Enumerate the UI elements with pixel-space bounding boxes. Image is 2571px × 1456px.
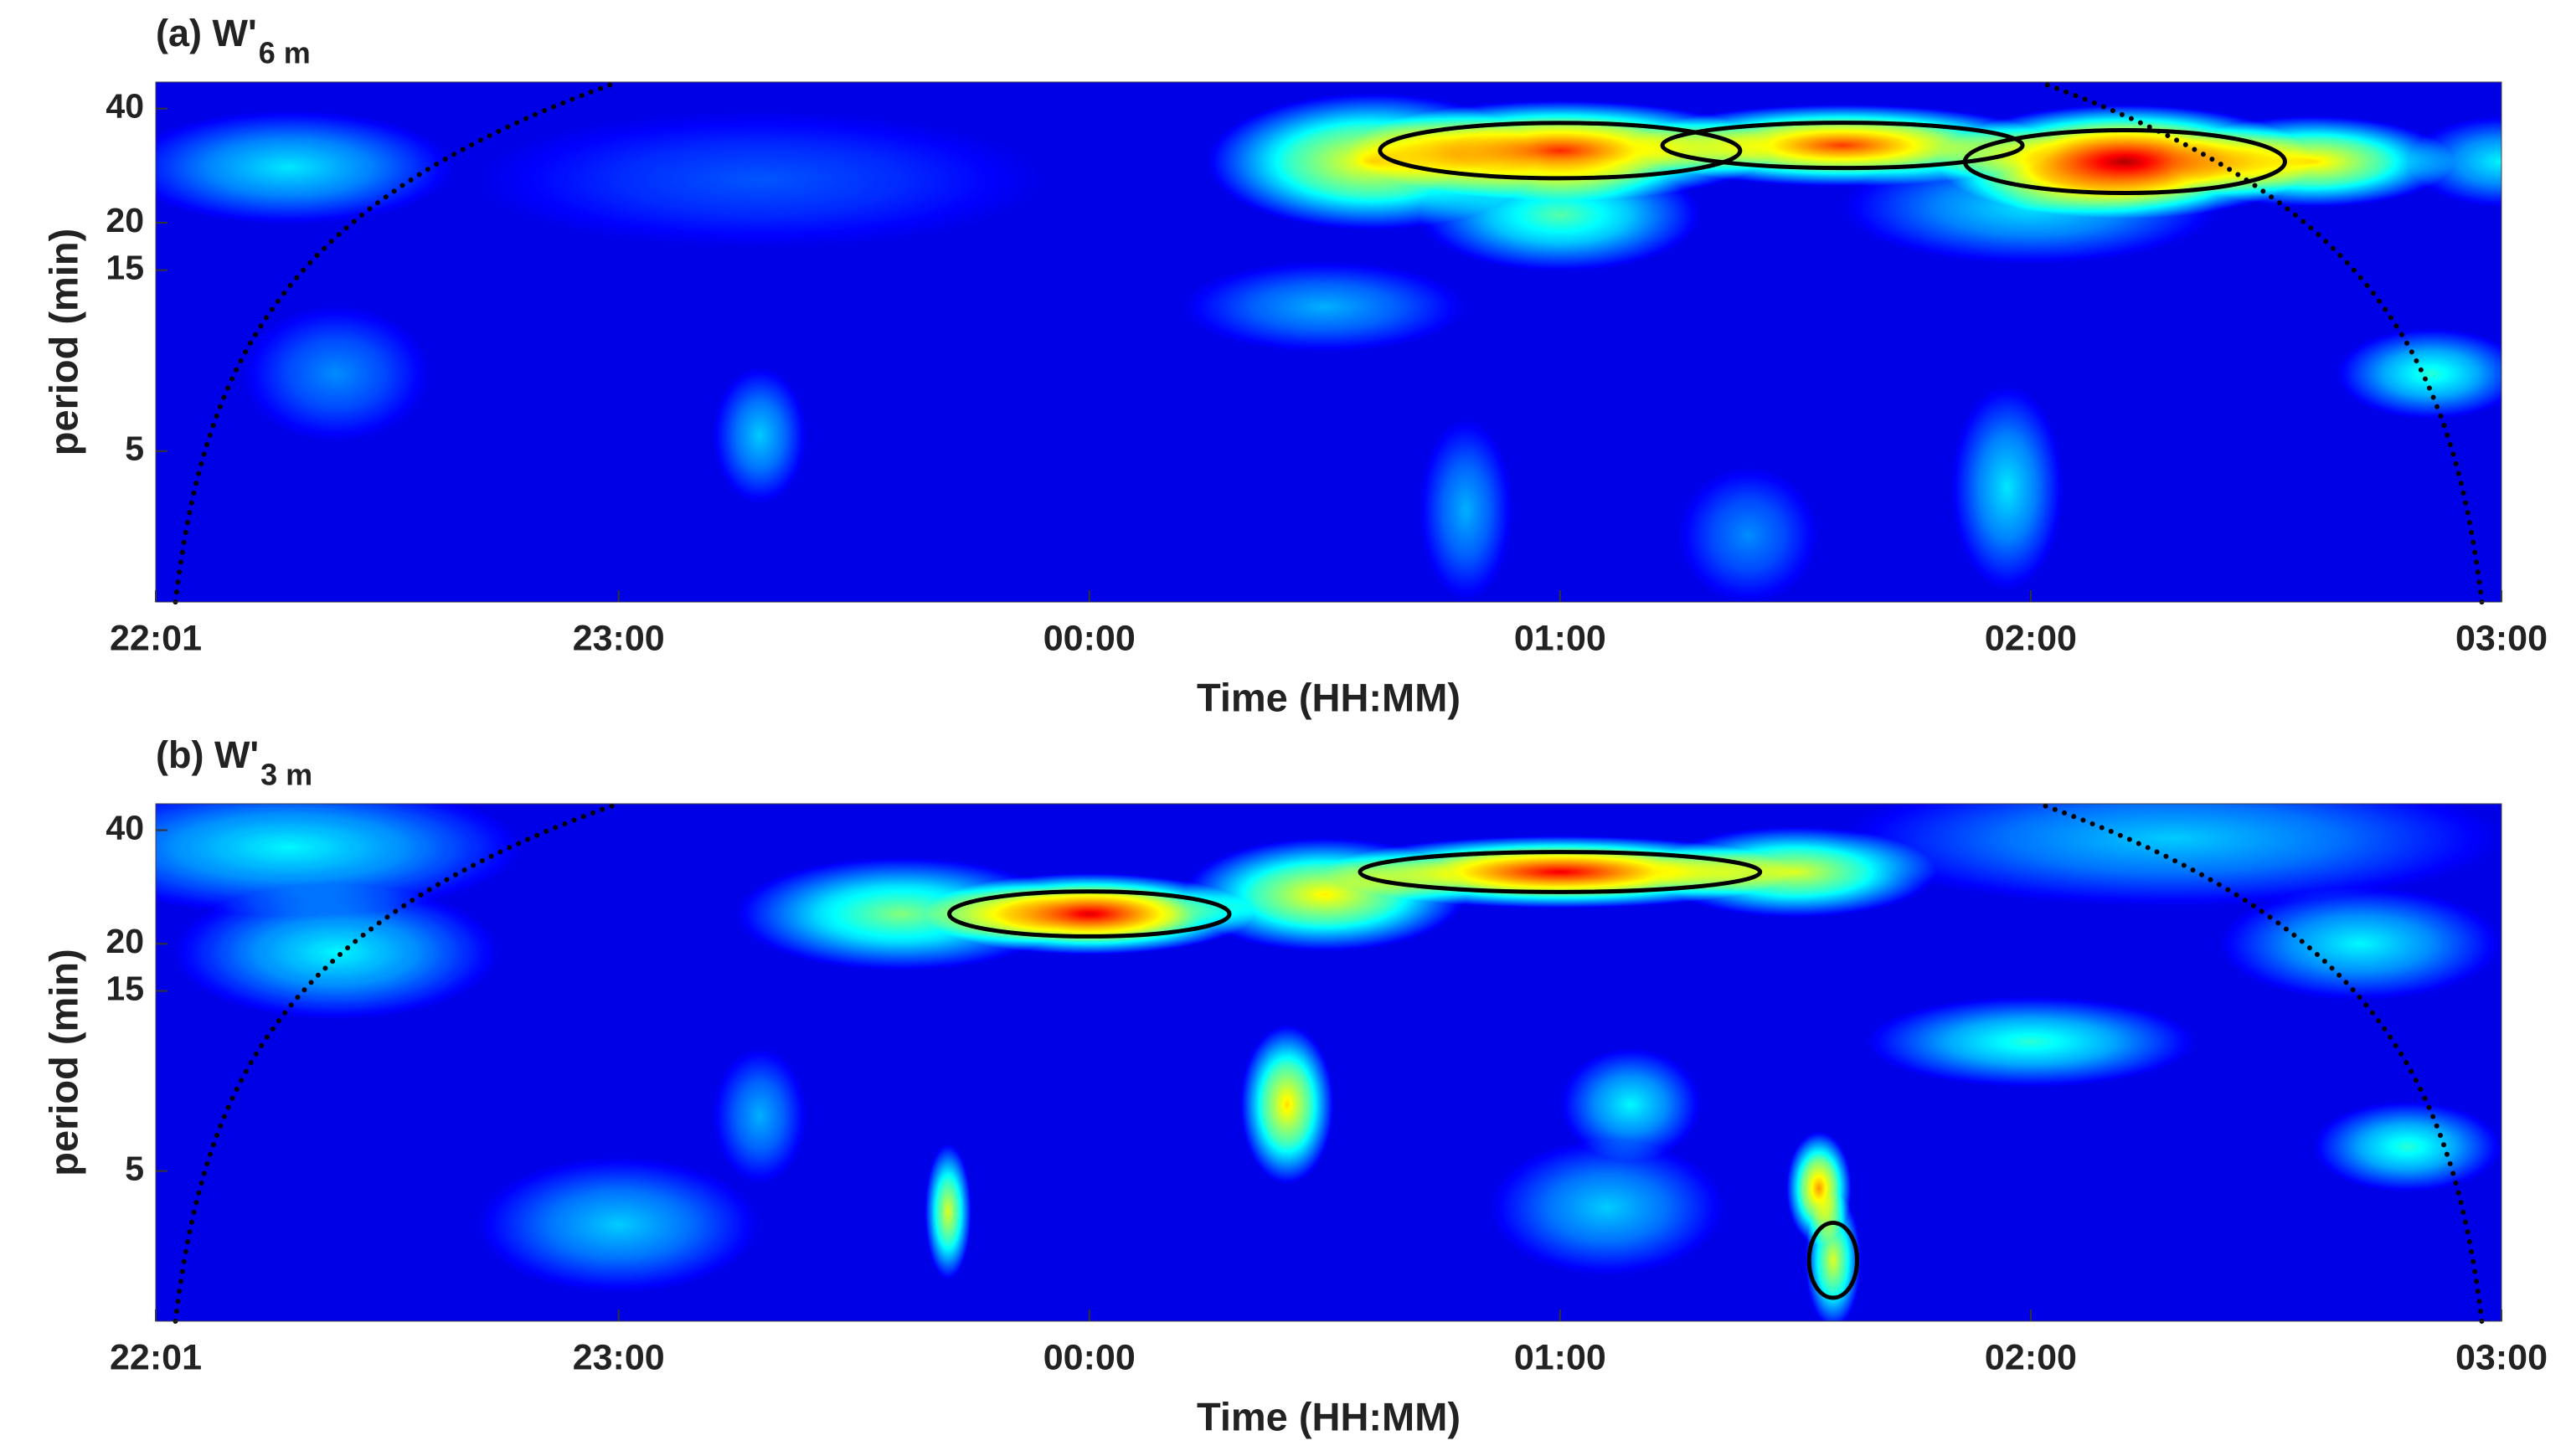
significance-contour	[1806, 1220, 1860, 1300]
x-tick-label: 23:00	[573, 618, 665, 658]
power-blob	[1842, 804, 2501, 907]
significance-contour	[1660, 121, 2025, 171]
power-blob	[1419, 418, 1513, 601]
y-tick-label: 5	[125, 1149, 144, 1187]
x-tick-label: 22:01	[110, 618, 202, 658]
x-tick-label: 23:00	[573, 1337, 665, 1377]
panel-title-subscript: 6 m	[259, 36, 311, 70]
cone-of-influence	[2037, 801, 2485, 1324]
significance-contour	[1358, 850, 1763, 894]
power-blob	[925, 1143, 972, 1280]
power-blob	[171, 883, 502, 1021]
heatmap	[156, 82, 2501, 602]
x-tick-label: 00:00	[1043, 1337, 1136, 1377]
heatmap	[156, 804, 2501, 1321]
y-axis-label: period (min)	[41, 229, 85, 456]
y-tick-label: 15	[106, 969, 144, 1007]
power-blob	[1805, 1191, 1862, 1321]
power-blob	[156, 110, 454, 225]
x-tick-label: 01:00	[1514, 1337, 1606, 1377]
power-blob	[713, 367, 807, 504]
cone-of-influence	[2037, 80, 2485, 605]
power-blob	[477, 111, 1043, 249]
x-axis-label: Time (HH:MM)	[1197, 1394, 1461, 1438]
power-blob	[2407, 116, 2501, 208]
power-blob	[242, 305, 430, 443]
power-blob	[1489, 1139, 1725, 1276]
significance-contour	[947, 889, 1232, 939]
x-tick-label: 22:01	[110, 1337, 202, 1377]
power-blob	[1559, 1047, 1702, 1162]
cone-of-influence	[173, 801, 621, 1324]
x-tick-label: 03:00	[2455, 618, 2548, 658]
power-blob	[156, 804, 525, 916]
power-blob	[2218, 887, 2501, 1001]
x-tick-label: 02:00	[1985, 1337, 2077, 1377]
x-tick-label: 00:00	[1043, 618, 1136, 658]
power-blob	[1866, 996, 2196, 1088]
plot-frame	[155, 81, 2502, 603]
y-tick-label: 5	[125, 430, 144, 468]
power-blob	[1239, 1025, 1335, 1185]
x-tick-label: 02:00	[1985, 618, 2077, 658]
power-blob	[1419, 157, 1702, 272]
power-blob	[2313, 1101, 2501, 1192]
plot-frame	[155, 803, 2502, 1322]
power-blob	[925, 872, 1255, 955]
contours	[947, 850, 1860, 1300]
power-blob	[1183, 261, 1466, 353]
y-tick-label: 40	[106, 808, 144, 846]
x-tick-label: 03:00	[2455, 1337, 2548, 1377]
power-blob	[713, 1047, 807, 1185]
y-tick-label: 15	[106, 248, 144, 286]
y-axis-label: period (min)	[41, 949, 85, 1176]
significance-contour	[1378, 121, 1743, 181]
y-tick-label: 20	[106, 922, 144, 960]
panel-title: (a) W'	[156, 12, 257, 54]
power-blob	[1842, 150, 2219, 265]
panel-title: (b) W'	[156, 733, 259, 776]
power-blob	[477, 1156, 760, 1294]
cone-of-influence	[173, 80, 621, 605]
power-blob	[1950, 384, 2064, 591]
panel-title-subscript: 3 m	[260, 758, 312, 792]
x-tick-label: 01:00	[1514, 618, 1606, 658]
y-tick-label: 40	[106, 87, 144, 126]
contours	[1378, 121, 2287, 195]
y-tick-label: 20	[106, 201, 144, 239]
significance-contour	[1962, 127, 2287, 195]
power-blob	[1677, 466, 1819, 602]
x-axis-label: Time (HH:MM)	[1197, 675, 1461, 719]
power-blob	[2337, 327, 2501, 419]
